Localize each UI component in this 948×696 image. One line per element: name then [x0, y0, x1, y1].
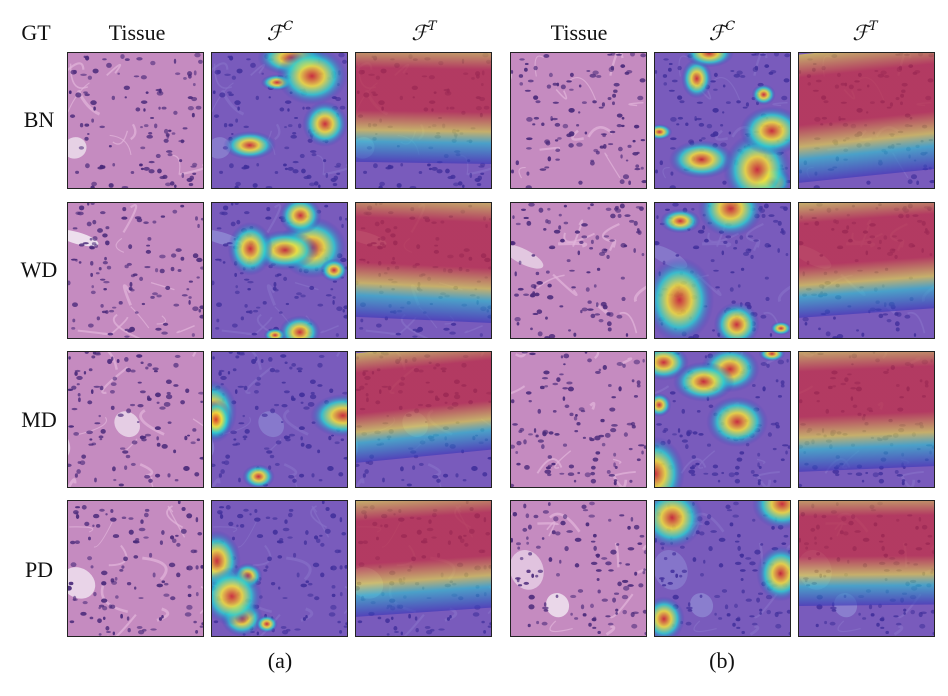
panel-a-wd-tissue — [67, 202, 204, 339]
panel-b-wd-tissue — [510, 202, 647, 339]
panel-b-md-tissue — [510, 351, 647, 488]
panel-a-wd-cnn — [211, 202, 348, 339]
panel-b-pd-transformer — [798, 500, 935, 637]
panel-a-pd-tissue — [67, 500, 204, 637]
panel-a-wd-transformer — [355, 202, 492, 339]
caption-a: (a) — [267, 648, 293, 673]
panel-a-bn-transformer — [355, 52, 492, 189]
panel-b-md-transformer — [798, 351, 935, 488]
panel-a-md-cnn — [211, 351, 348, 488]
panel-b-bn-cnn — [654, 52, 791, 189]
panel-b-bn-transformer — [798, 52, 935, 189]
row-label-bn: BN — [23, 107, 55, 132]
header-b-fc: ℱC — [708, 19, 736, 45]
panel-b-md-cnn — [654, 351, 791, 488]
panel-b-pd-cnn — [654, 500, 791, 637]
header-b-tissue: Tissue — [550, 20, 608, 45]
panel-a-bn-tissue — [67, 52, 204, 189]
panel-b-pd-tissue — [510, 500, 647, 637]
row-label-pd: PD — [24, 557, 54, 582]
header-b-ft: ℱT — [852, 19, 878, 45]
panel-b-wd-cnn — [654, 202, 791, 339]
panel-a-md-tissue — [67, 351, 204, 488]
row-label-wd: WD — [20, 257, 58, 282]
header-a-fc: ℱC — [266, 19, 294, 45]
panel-a-pd-cnn — [211, 500, 348, 637]
panel-a-bn-cnn — [211, 52, 348, 189]
header-a-tissue: Tissue — [108, 20, 166, 45]
header-a-ft: ℱT — [411, 19, 437, 45]
panel-b-wd-transformer — [798, 202, 935, 339]
caption-b: (b) — [709, 648, 735, 673]
panel-a-pd-transformer — [355, 500, 492, 637]
panel-a-md-transformer — [355, 351, 492, 488]
header-gt: GT — [21, 20, 51, 45]
row-label-md: MD — [21, 407, 57, 432]
panel-b-bn-tissue — [510, 52, 647, 189]
